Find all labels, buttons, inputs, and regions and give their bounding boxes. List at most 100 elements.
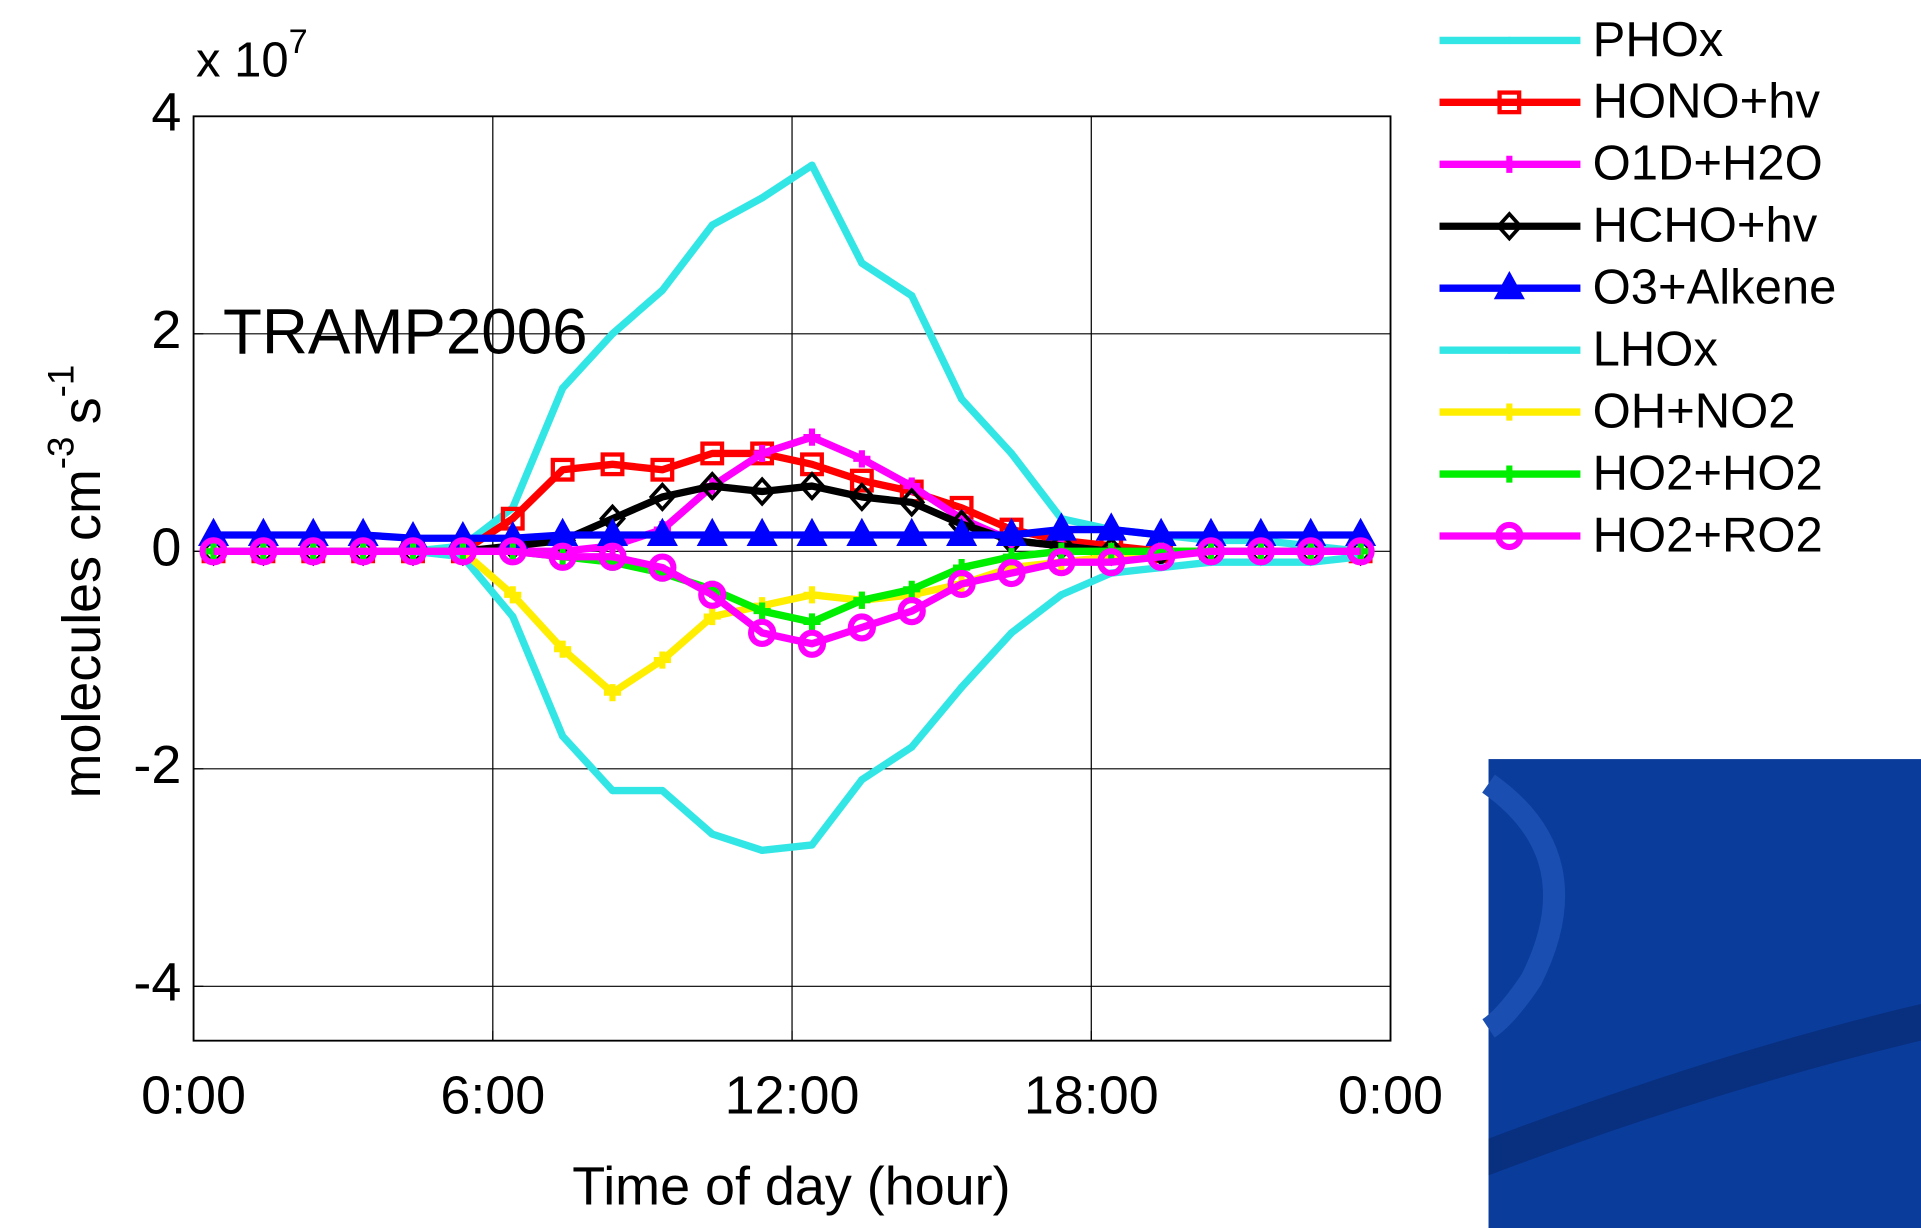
marker (703, 607, 721, 626)
marker (848, 481, 876, 512)
marker (858, 776, 866, 784)
x-tick-label: 6:00 (440, 1066, 545, 1126)
marker (700, 441, 725, 466)
marker (753, 444, 771, 463)
marker (608, 330, 617, 338)
marker (758, 846, 766, 855)
blue-panel (1488, 759, 1921, 1228)
x-tick-label: 0:00 (141, 1066, 246, 1126)
marker (847, 613, 876, 642)
marker (803, 428, 821, 446)
marker (1007, 449, 1016, 458)
marker (1196, 537, 1226, 566)
legend-label: HO2+HO2 (1593, 446, 1823, 500)
marker (995, 517, 1028, 547)
legend-label: HONO+hv (1593, 75, 1821, 129)
marker (658, 286, 667, 294)
multiplier-exponent: 7 (289, 23, 308, 61)
marker (1505, 346, 1514, 354)
marker (858, 259, 866, 267)
marker (748, 618, 777, 647)
y-axis-label: molecules cm-3 s-1 (40, 365, 112, 799)
marker (504, 586, 522, 604)
marker (708, 830, 716, 838)
y-label-part: molecules cm (52, 469, 112, 798)
legend-label: O1D+H2O (1593, 137, 1823, 191)
marker (1500, 403, 1518, 421)
marker (947, 569, 976, 599)
marker (898, 487, 926, 518)
marker (803, 613, 821, 631)
marker (853, 591, 871, 609)
decoration (1482, 759, 1921, 1228)
legend-label: O3+Alkene (1593, 261, 1837, 315)
marker (896, 517, 928, 547)
marker (1296, 537, 1325, 566)
marker (748, 476, 776, 507)
marker (498, 537, 527, 566)
marker (698, 471, 726, 502)
marker (598, 542, 627, 571)
marker (846, 517, 878, 547)
legend-label: PHOx (1593, 13, 1724, 67)
marker (1495, 211, 1523, 242)
marker (349, 537, 378, 566)
marker (509, 612, 517, 621)
marker (550, 457, 575, 482)
marker (548, 542, 577, 571)
marker (797, 629, 827, 658)
multiplier: x 107 (196, 23, 308, 87)
annotation: TRAMP2006 (223, 297, 588, 368)
multiplier-base: x 10 (196, 34, 289, 88)
marker (1095, 512, 1127, 541)
y-label-part: s (52, 397, 112, 424)
swoosh (1482, 774, 1566, 1038)
y-tick-label: 4 (151, 83, 181, 143)
swoosh (1488, 1003, 1921, 1176)
x-tick-label: 18:00 (1024, 1066, 1159, 1126)
marker (653, 651, 671, 669)
marker (696, 517, 728, 547)
legend-label: OH+NO2 (1593, 385, 1796, 439)
marker (600, 452, 625, 477)
marker (1500, 465, 1518, 483)
marker (558, 732, 567, 740)
marker (558, 384, 567, 392)
y-tick-label: 2 (151, 300, 181, 360)
marker (603, 684, 622, 702)
marker (1500, 155, 1518, 173)
marker (1045, 512, 1077, 541)
marker (758, 194, 766, 202)
y-tick-label: 0 (151, 518, 181, 578)
marker (1497, 90, 1522, 115)
marker (746, 517, 778, 547)
marker (448, 537, 477, 566)
marker (648, 481, 676, 512)
marker (808, 841, 816, 849)
marker (199, 537, 228, 566)
marker (957, 683, 966, 691)
marker (554, 640, 572, 658)
y-label-exponent: -3 (40, 437, 81, 470)
marker (698, 580, 727, 609)
marker (1097, 548, 1126, 577)
marker (1007, 629, 1016, 637)
marker (808, 161, 816, 169)
series (199, 537, 1375, 658)
x-tick-label: 12:00 (725, 1066, 860, 1126)
x-axis-label: Time of day (hour) (572, 1156, 1010, 1216)
y-label-exponent: -1 (40, 365, 81, 398)
marker (708, 221, 716, 229)
marker (798, 471, 826, 502)
marker (1495, 521, 1524, 551)
marker (1493, 270, 1525, 300)
marker (608, 786, 617, 795)
marker (997, 558, 1026, 588)
marker (1047, 548, 1076, 577)
marker (1346, 537, 1375, 566)
marker (849, 468, 874, 493)
marker (1147, 542, 1176, 571)
legend-label: HCHO+hv (1593, 199, 1818, 253)
legend-label: LHOx (1593, 323, 1718, 377)
